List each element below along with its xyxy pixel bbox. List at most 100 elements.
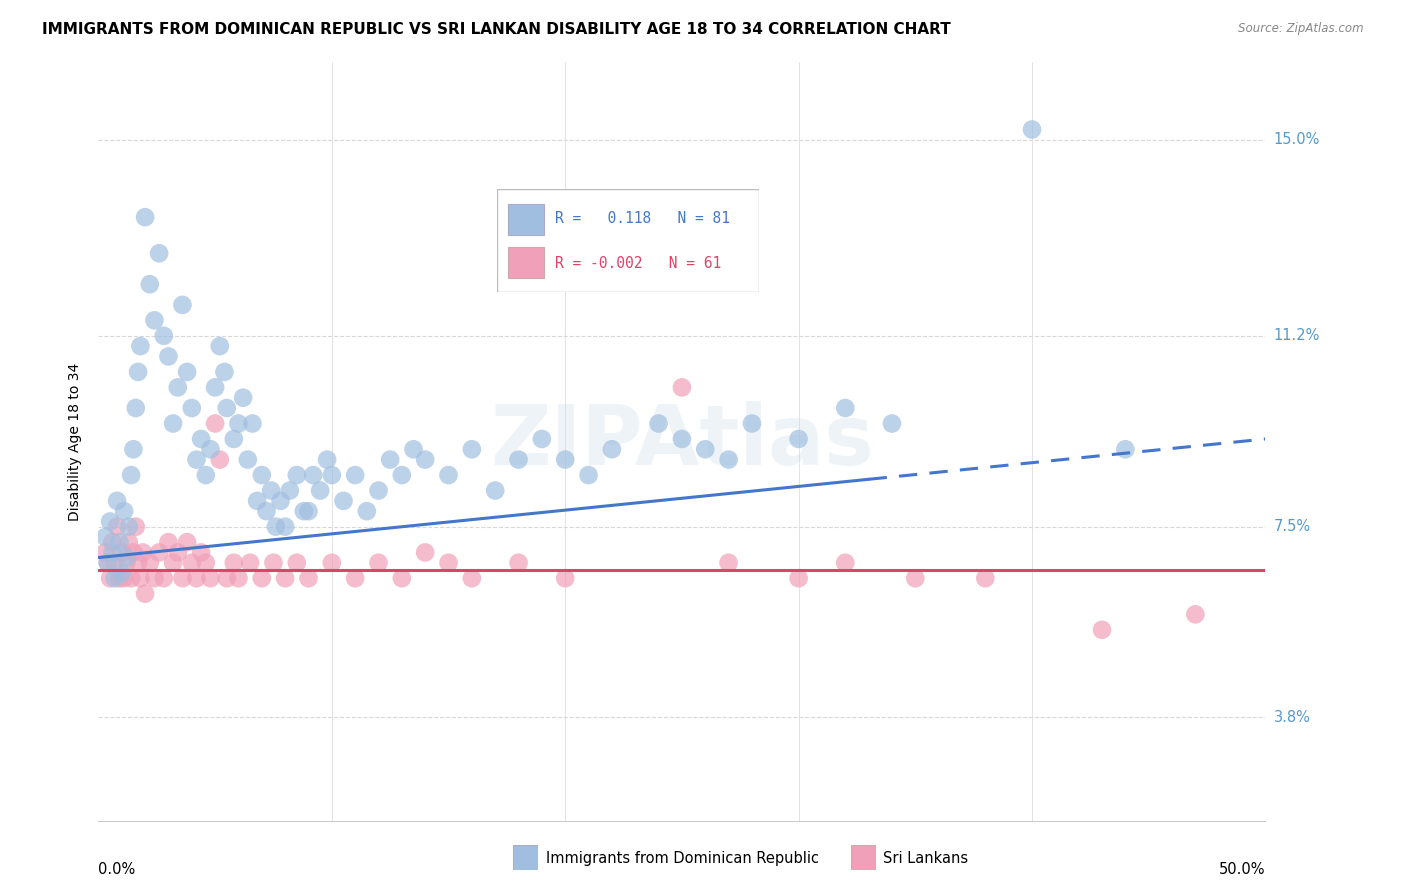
Point [380,452,402,467]
Text: R = -0.002   N = 61: R = -0.002 N = 61 [555,256,721,271]
Point [297,571,319,585]
Text: 7.5%: 7.5% [1274,519,1310,534]
Point [1114,442,1136,457]
Point [1021,122,1043,136]
Point [176,365,198,379]
Point [172,571,194,585]
Point [108,571,131,585]
Point [269,493,291,508]
Point [98,515,121,529]
Point [118,535,141,549]
Point [148,545,170,559]
Point [717,556,740,570]
Point [671,380,693,394]
Point [262,556,284,570]
Point [115,556,138,570]
Point [108,535,131,549]
Point [104,556,127,570]
Point [880,417,903,431]
Point [190,432,212,446]
Point [125,401,148,415]
Text: 50.0%: 50.0% [1219,863,1265,878]
Point [256,504,278,518]
Point [127,556,149,570]
Point [105,519,128,533]
Point [120,468,142,483]
Point [461,571,484,585]
Point [143,313,166,327]
Point [461,442,484,457]
Point [228,417,250,431]
Point [285,556,308,570]
Point [94,545,117,559]
Point [530,432,553,446]
Point [176,535,198,549]
Point [264,519,287,533]
Point [236,452,259,467]
Point [787,432,810,446]
Point [98,571,121,585]
FancyBboxPatch shape [498,189,759,293]
Point [321,468,343,483]
Point [157,535,180,549]
Point [152,571,174,585]
Point [139,556,162,570]
Point [134,210,156,224]
Point [194,468,217,483]
Point [1184,607,1206,622]
Point [274,571,297,585]
Point [332,493,354,508]
Point [162,556,184,570]
Point [148,246,170,260]
Point [105,493,128,508]
Point [402,442,425,457]
Point [316,452,339,467]
Point [554,571,576,585]
Point [274,519,297,533]
Point [250,468,273,483]
Point [129,571,152,585]
Point [974,571,997,585]
Point [180,401,202,415]
Point [367,483,389,498]
Point [239,556,262,570]
Point [101,535,124,549]
Point [214,365,236,379]
Point [122,442,145,457]
Text: ZIPAtlas: ZIPAtlas [489,401,875,482]
Point [413,545,436,559]
Point [157,350,180,364]
Text: 11.2%: 11.2% [1274,328,1320,343]
Point [367,556,389,570]
Point [204,417,226,431]
Point [194,556,217,570]
Point [152,328,174,343]
Point [204,380,226,394]
Point [134,587,156,601]
Text: 3.8%: 3.8% [1274,710,1310,725]
Point [834,401,856,415]
Point [139,277,162,292]
Point [166,380,188,394]
Point [437,468,460,483]
Point [242,417,264,431]
Point [834,556,856,570]
Point [200,442,222,457]
Point [1091,623,1114,637]
Point [232,391,254,405]
Point [321,556,343,570]
Point [104,571,127,585]
Point [578,468,600,483]
Point [118,519,141,533]
Point [101,545,124,559]
Point [391,571,413,585]
Text: 15.0%: 15.0% [1274,132,1320,147]
Point [222,432,245,446]
Point [671,432,693,446]
Point [344,571,367,585]
Point [285,468,308,483]
Point [484,483,506,498]
Point [186,452,208,467]
Point [344,468,367,483]
Point [172,298,194,312]
